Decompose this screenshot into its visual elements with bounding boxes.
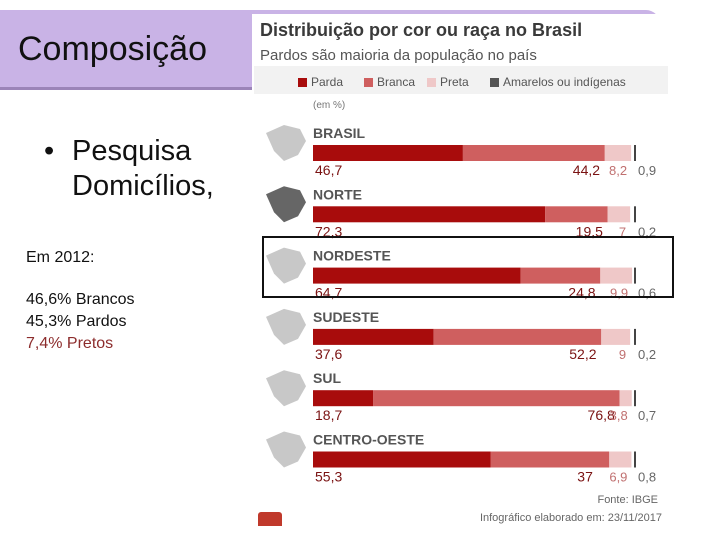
bar-branca-sul: [373, 390, 620, 407]
value-label-branca-brasil: 44,2: [573, 162, 600, 178]
nordeste-highlight-box: [262, 236, 674, 298]
bar-branca-nordeste: [520, 267, 601, 284]
value-label-preta-sudeste: 9: [619, 347, 626, 362]
category-label-centro-oeste: CENTRO-OESTE: [313, 432, 424, 448]
source-label: Fonte: IBGE: [597, 494, 658, 506]
bar-preta-brasil: [604, 145, 632, 161]
value-label-parda-sudeste: 37,6: [315, 346, 342, 362]
value-label-amarelos-sudeste: 0,2: [638, 347, 656, 362]
bar-amarelos-ou-indigenas-sudeste: [634, 328, 636, 345]
legend-swatch-amarelos: [490, 78, 499, 87]
brazil-map-icon-norte: [266, 186, 306, 223]
brazil-map-icon-sudeste: [266, 308, 306, 345]
category-label-norte: NORTE: [313, 186, 362, 202]
bar-parda-norte: [313, 206, 546, 223]
infographic-title: Distribuição por cor ou raça no Brasil: [260, 20, 583, 40]
brazil-map-icon-nordeste: [266, 247, 306, 284]
stacked-bar-chart: BRASIL 46,7 44,2 8,2 0,9 NORTE 72,3 19,5 7 0,2 NOR…: [266, 125, 656, 485]
bar-parda-brasil: [313, 145, 463, 161]
note-year: Em 2012:: [26, 249, 95, 266]
bar-amarelos-ou-indigenas-norte: [634, 206, 636, 223]
legend-label-amarelos: Amarelos ou indígenas: [503, 75, 626, 89]
slide-title: Composição: [18, 30, 207, 68]
bar-branca-norte: [545, 206, 608, 223]
value-label-amarelos-norte: 0,2: [638, 224, 656, 239]
value-label-branca-sudeste: 52,2: [569, 346, 596, 362]
bar-preta-sudeste: [601, 328, 631, 345]
value-label-branca-sul: 76,8: [588, 407, 615, 423]
bar-amarelos-ou-indigenas-sul: [634, 390, 636, 407]
value-label-parda-sul: 18,7: [315, 407, 342, 423]
legend-label-parda: Parda: [311, 75, 344, 89]
bar-preta-sul: [619, 390, 632, 407]
bar-parda-sudeste: [313, 328, 434, 345]
brazil-map-icon-sul: [266, 370, 306, 407]
value-label-preta-centro-oeste: 6,9: [609, 470, 627, 485]
legend-item-parda: Parda: [298, 75, 343, 89]
legend-label-branca: Branca: [377, 75, 416, 89]
bar-preta-centro-oeste: [609, 451, 632, 468]
value-label-amarelos-sul: 0,7: [638, 408, 656, 423]
bar-branca-sudeste: [433, 328, 602, 345]
unit-label: (em %): [313, 100, 346, 111]
note-line-pretos: 7,4% Pretos: [26, 335, 114, 352]
legend-item-amarelos: Amarelos ou indígenas: [490, 75, 626, 89]
bar-parda-centro-oeste: [313, 451, 491, 468]
bar-parda-nordeste: [313, 267, 521, 284]
bar-preta-norte: [607, 206, 631, 223]
value-label-parda-norte: 72,3: [315, 223, 342, 239]
infographic-subtitle: Pardos são maioria da população no país: [260, 47, 537, 64]
bullet-line-1: Pesquisa: [72, 135, 192, 167]
value-label-branca-centro-oeste: 37: [577, 469, 593, 485]
value-label-parda-centro-oeste: 55,3: [315, 469, 342, 485]
legend-item-branca: Branca: [364, 75, 415, 89]
brazil-map-icon-brasil: [266, 125, 306, 161]
bar-branca-brasil: [462, 145, 605, 161]
category-label-sul: SUL: [313, 370, 341, 386]
bar-branca-centro-oeste: [490, 451, 610, 468]
bar-amarelos-ou-indigenas-centro-oeste: [634, 451, 636, 468]
bullet-line-2: Domicílios,: [72, 170, 214, 202]
bullet-dot: •: [44, 135, 55, 167]
value-label-preta-norte: 7: [619, 224, 626, 239]
publisher-logo: [258, 512, 282, 526]
bar-amarelos-ou-indigenas-nordeste: [634, 267, 636, 284]
chart-legend: Parda Branca Preta Amarelos ou indígenas: [254, 66, 668, 94]
brazil-map-icon-centro-oeste: [266, 431, 306, 468]
note-line-pardos: 45,3% Pardos: [26, 313, 127, 330]
legend-swatch-parda: [298, 78, 307, 87]
value-label-amarelos-centro-oeste: 0,8: [638, 470, 656, 485]
bar-preta-nordeste: [600, 267, 633, 284]
footer-label: Infográfico elaborado em: 23/11/2017: [479, 512, 662, 524]
legend-item-preta: Preta: [427, 75, 469, 89]
bar-amarelos-ou-indigenas-brasil: [634, 145, 636, 161]
value-label-parda-brasil: 46,7: [315, 162, 342, 178]
value-label-branca-norte: 19,5: [576, 223, 603, 239]
bar-parda-sul: [313, 390, 374, 407]
category-label-brasil: BRASIL: [313, 125, 366, 141]
value-label-preta-brasil: 8,2: [609, 163, 627, 178]
infographic-panel: Distribuição por cor ou raça no Brasil P…: [252, 14, 668, 528]
value-label-preta-sul: 3,8: [610, 408, 628, 423]
category-label-sudeste: SUDESTE: [313, 309, 379, 325]
legend-swatch-branca: [364, 78, 373, 87]
note-line-brancos: 46,6% Brancos: [26, 291, 135, 308]
legend-label-preta: Preta: [440, 75, 469, 89]
value-label-amarelos-brasil: 0,9: [638, 163, 656, 178]
legend-swatch-preta: [427, 78, 436, 87]
category-label-nordeste: NORDESTE: [313, 248, 391, 264]
